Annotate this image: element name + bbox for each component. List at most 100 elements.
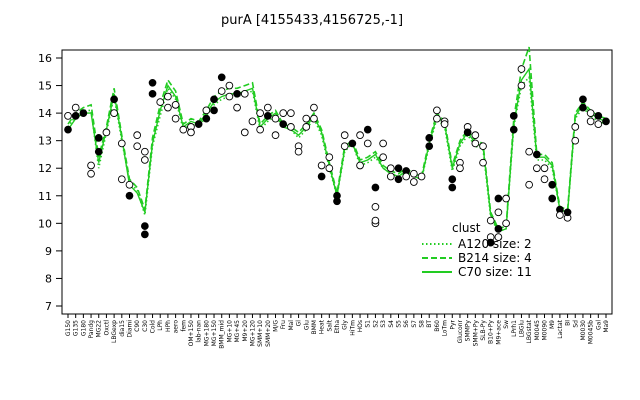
data-point (141, 230, 149, 239)
data-point (548, 194, 557, 203)
x-tick-label: Sw (503, 320, 510, 329)
x-tick-label: SMM+20 (265, 320, 272, 347)
data-point (225, 92, 234, 101)
data-point (471, 131, 480, 140)
data-point (579, 95, 587, 104)
x-tick-label: M9+20 (242, 320, 249, 342)
x-axis: G150 G135 G180 Pandg MG22 Oxctl LBGexp dia15 Dia… (65, 314, 610, 349)
data-point (317, 161, 326, 170)
data-point (87, 169, 95, 178)
data-point (240, 128, 249, 137)
data-point (240, 89, 249, 98)
data-point (94, 147, 103, 156)
data-point (471, 139, 480, 148)
data-point (202, 114, 211, 123)
data-point (494, 224, 503, 233)
data-point (187, 128, 195, 137)
y-tick-label: 10 (38, 217, 52, 230)
x-tick-label: MG+45 (234, 320, 241, 343)
data-point (117, 175, 126, 184)
data-point (317, 172, 326, 181)
x-tick-label: S5 (395, 320, 402, 328)
x-tick-label: MG+180 (203, 320, 210, 346)
data-point (402, 172, 411, 181)
data-point (179, 125, 188, 134)
x-tick-label: Sd (572, 320, 579, 328)
x-tick-label: S2 (372, 320, 379, 328)
x-tick-label: MG+10 (226, 320, 233, 343)
data-point (71, 103, 80, 112)
x-tick-label: S8 (419, 320, 426, 328)
x-tick-label: C90 (134, 320, 141, 332)
x-tick-label: S1 (365, 320, 372, 328)
data-point (110, 109, 118, 117)
data-point (71, 112, 80, 120)
x-tick-label: M0030 (580, 320, 587, 341)
data-point (456, 164, 464, 173)
data-point (217, 87, 226, 95)
data-point (433, 114, 441, 123)
data-point (425, 142, 434, 151)
x-tick-label: HPh (165, 320, 172, 332)
data-point (356, 161, 364, 170)
data-point (141, 147, 149, 156)
data-point (233, 89, 241, 98)
y-tick-label: 13 (38, 135, 52, 148)
data-point (310, 103, 318, 112)
x-tick-label: Pyr (449, 319, 456, 329)
x-tick-label: B60 (434, 320, 441, 332)
data-point (156, 98, 165, 106)
data-point (586, 117, 595, 126)
x-tick-label: MG+120 (249, 320, 256, 346)
data-point (379, 139, 387, 148)
x-tick-label: Lactat (557, 319, 564, 338)
series-line (67, 67, 607, 233)
x-tick-label: Etha (334, 320, 341, 334)
data-point (325, 164, 334, 173)
data-point (333, 197, 341, 206)
data-point (87, 161, 95, 170)
data-point (479, 158, 487, 167)
data-point (371, 216, 380, 225)
x-tick-label: M0045 (534, 320, 541, 341)
x-tick-label: lab-nan (196, 320, 203, 343)
data-point (133, 142, 142, 151)
data-point (532, 150, 541, 159)
x-tick-label: SLB-Py (480, 320, 487, 341)
x-tick-label: Mal (288, 320, 295, 331)
x-tick-label: Fru (280, 320, 287, 329)
data-point (394, 175, 403, 184)
x-tick-label: Salt (326, 319, 333, 331)
data-point (371, 202, 380, 211)
data-point (294, 147, 303, 156)
data-point (548, 180, 557, 189)
data-point (494, 194, 503, 203)
x-tick-label: aero (173, 320, 180, 334)
x-tick-label: SMM+Py (472, 320, 479, 347)
y-tick-label: 9 (45, 245, 52, 258)
x-tick-label: M9 (549, 320, 556, 329)
x-tick-label: MG+150 (211, 320, 218, 346)
data-point (117, 139, 126, 148)
legend-title: clust (452, 221, 481, 235)
data-point (363, 139, 372, 148)
data-point (532, 164, 541, 173)
x-tick-label: C30 (142, 320, 149, 332)
data-point (64, 112, 72, 120)
data-point (540, 175, 549, 184)
x-tick-label: Gluconr (457, 319, 464, 343)
data-point (433, 106, 441, 115)
data-point (225, 81, 234, 90)
x-tick-label: Glu (303, 320, 310, 330)
y-tick-label: 12 (38, 162, 52, 175)
data-point (94, 134, 103, 142)
y-tick-label: 14 (38, 107, 52, 120)
x-tick-label: BMM (311, 320, 318, 334)
data-point (556, 211, 564, 219)
data-point (563, 208, 572, 217)
data-point (164, 92, 172, 101)
data-point (494, 233, 503, 241)
x-tick-label: BI (565, 320, 572, 326)
x-tick-label: Gly (342, 320, 349, 330)
data-point (494, 208, 503, 217)
